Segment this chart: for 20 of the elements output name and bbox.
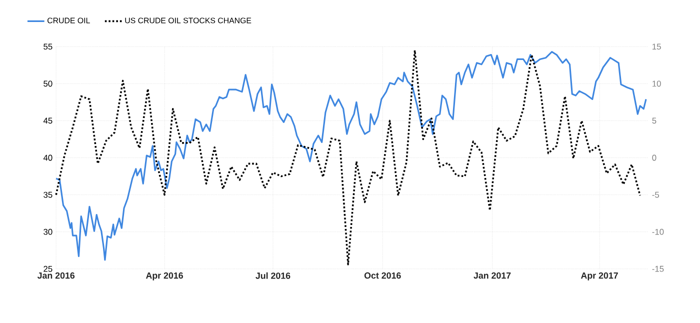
y-tick-label: 35 [44, 192, 52, 198]
y2-tick-label: -5 [652, 192, 660, 198]
x-tick-label: Jan 2016 [37, 272, 75, 278]
y-tick-label: 40 [43, 154, 52, 160]
y2-tick-label: -10 [652, 228, 664, 235]
y-tick-label: 45 [43, 118, 52, 124]
y2-tick-label: 5 [652, 118, 656, 124]
y-tick-label: 25 [44, 266, 52, 272]
x-tick-label: Jul 2016 [256, 272, 290, 279]
y-tick-label: 30 [44, 228, 52, 235]
y-tick-label: 50 [44, 80, 52, 86]
x-tick-label: Jan 2017 [474, 272, 511, 278]
x-tick-label: Oct 2016 [364, 272, 401, 278]
x-tick-label: Apr 2017 [580, 272, 618, 280]
y2-tick-label: 0 [652, 154, 656, 160]
y-tick-label: 55 [44, 43, 52, 50]
y2-tick-label: 15 [652, 43, 661, 50]
y2-tick-label: -15 [652, 266, 664, 272]
x-tick-label: Apr 2016 [146, 272, 183, 280]
y2-tick-label: 10 [652, 80, 661, 86]
